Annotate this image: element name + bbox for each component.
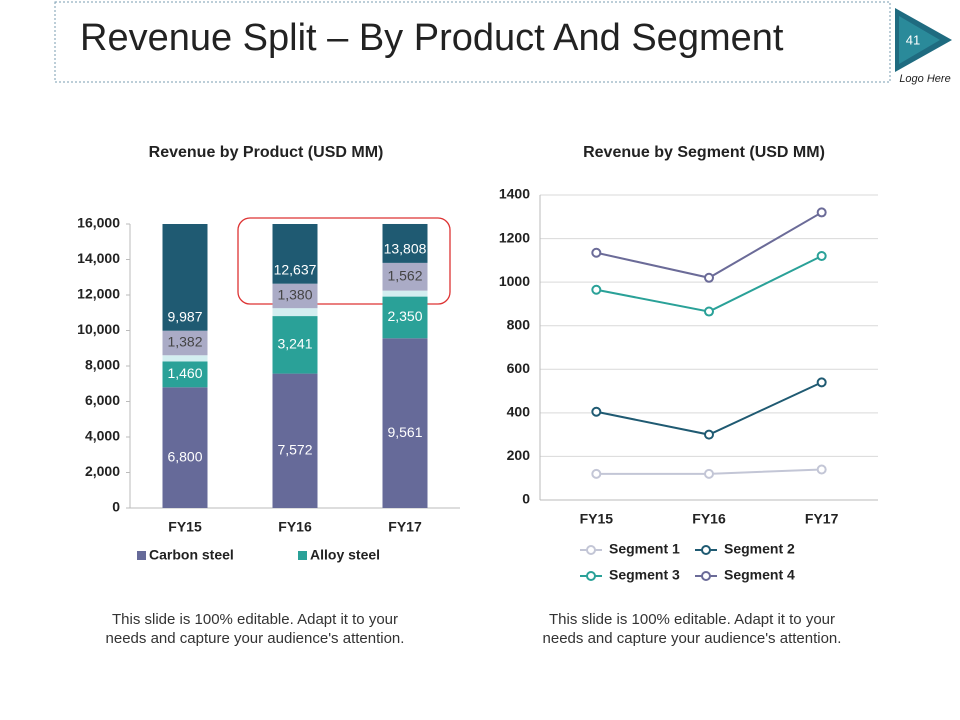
y-tick-label: 0 [522,491,530,507]
point [816,207,827,218]
logo-inner [899,16,940,64]
bar-segment [162,361,208,388]
point [816,377,827,388]
data-label: 1,380 [277,287,312,303]
legend-label: Segment 3 [609,567,680,583]
legend-label: Segment 1 [609,541,680,557]
caption: needs and capture your audience's attent… [106,630,405,647]
y-tick-label: 1000 [499,273,530,289]
point [816,464,827,475]
legend-label: Segment 2 [724,541,795,557]
data-label: 7,572 [277,442,312,458]
y-tick-label: 400 [507,404,531,420]
caption: This slide is 100% editable. Adapt it to… [549,611,835,628]
point [591,406,602,417]
chart-title: Revenue by Product (USD MM) [149,144,384,161]
series-line [596,255,823,313]
total-label: 9,987 [167,308,202,324]
bar-segment [382,296,428,339]
data-label: 6,800 [167,448,202,464]
x-tick-label: FY17 [805,511,839,527]
bar-segment [272,373,318,508]
y-tick-label: 200 [507,447,531,463]
series-line [596,211,823,279]
y-tick-label: 4,000 [85,428,120,444]
legend-marker [586,571,596,581]
bar-segment [382,262,428,291]
y-tick-label: 10,000 [77,321,120,337]
legend-label: Carbon steel [149,547,234,563]
y-tick-label: 1400 [499,186,530,202]
point [704,429,714,440]
x-tick-label: FY17 [388,519,422,535]
data-label: 9,561 [387,424,422,440]
caption: This slide is 100% editable. Adapt it to… [112,611,398,628]
legend-swatch [298,551,307,560]
highlight-box [237,217,451,305]
x-tick-label: FY15 [580,511,614,527]
legend-marker [701,545,711,555]
data-label: 2,350 [387,308,422,324]
chart-title: Revenue by Segment (USD MM) [583,144,825,161]
y-tick-label: 6,000 [85,392,120,408]
point [591,284,602,295]
bar-segment [162,224,208,331]
legend-label: Alloy steel [310,547,380,563]
data-label: 1,562 [387,267,422,283]
y-tick-label: 2,000 [85,463,120,479]
data-label: 1,382 [167,334,202,350]
x-tick-label: FY16 [692,511,726,527]
bar-segment [162,330,208,356]
legend-label: Segment 4 [724,567,795,583]
legend-swatch [137,551,146,560]
title-box [54,1,891,83]
bar-segment [162,387,208,508]
page-number: 41 [906,32,920,47]
y-tick-label: 8,000 [85,357,120,373]
bar-segment [382,223,428,263]
bar-segment [382,290,428,297]
slide-title: Revenue Split – By Product And Segment [80,17,784,59]
point [704,272,714,283]
data-label: 3,241 [277,336,312,352]
point [704,306,714,317]
logo-text: Logo Here [899,73,950,85]
point [591,247,602,258]
bar-segment [382,338,428,508]
series-line [596,381,823,436]
y-tick-label: 600 [507,360,531,376]
x-tick-label: FY15 [168,519,202,535]
data-label: 1,460 [167,365,202,381]
x-tick-label: FY16 [278,519,312,535]
bar-segment [272,224,318,284]
bar-segment [162,355,208,362]
bar-segment [272,308,318,317]
bar-segment [272,283,318,309]
point [591,468,602,479]
point [816,251,827,261]
total-label: 13,808 [384,241,427,257]
y-tick-label: 16,000 [77,215,120,231]
caption: needs and capture your audience's attent… [543,630,842,647]
bar-segment [272,316,318,374]
y-tick-label: 800 [507,316,531,332]
y-tick-label: 14,000 [77,250,120,266]
legend-marker [701,571,711,581]
y-tick-label: 12,000 [77,286,120,302]
y-tick-label: 1200 [499,229,530,245]
point [704,468,714,479]
y-tick-label: 0 [112,499,120,515]
legend-marker [586,545,596,555]
total-label: 12,637 [274,261,317,277]
